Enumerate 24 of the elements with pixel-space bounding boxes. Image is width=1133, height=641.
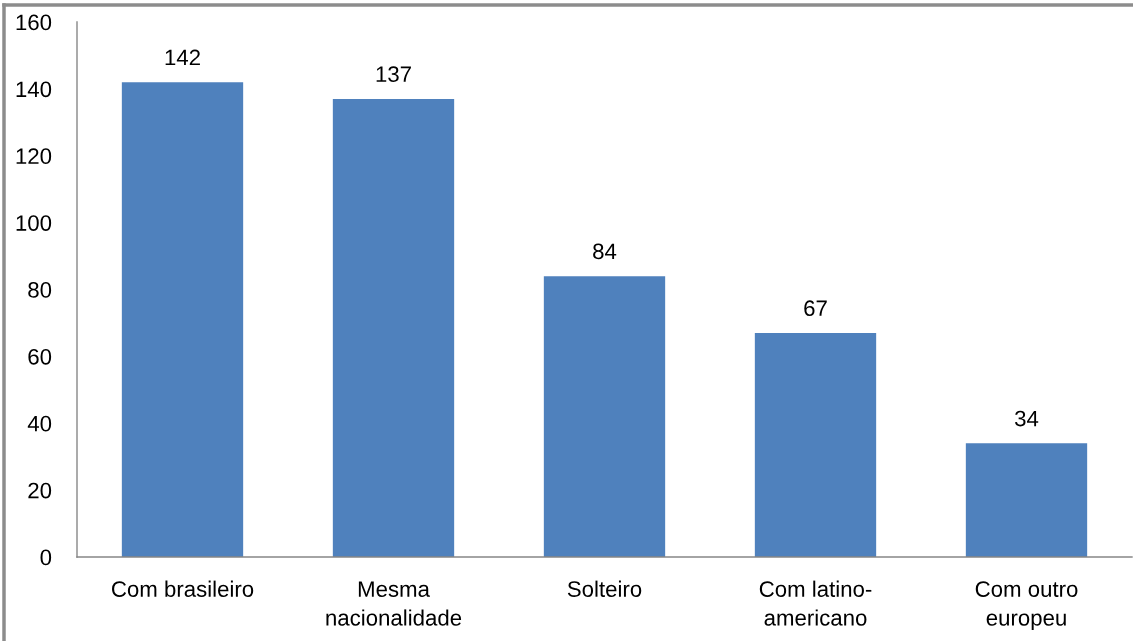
x-tick-label: Com outro europeu xyxy=(975,581,1078,631)
y-tick-label: 60 xyxy=(28,348,52,365)
data-label: 137 xyxy=(376,66,411,83)
y-tick-label: 160 xyxy=(16,14,52,31)
bar xyxy=(121,82,244,557)
bar xyxy=(965,443,1088,557)
y-tick-label: 40 xyxy=(27,415,52,432)
y-tick-label: 120 xyxy=(16,148,52,165)
bar xyxy=(332,98,455,557)
y-tick-label: 100 xyxy=(16,215,52,231)
data-label: 84 xyxy=(593,243,617,260)
x-tick-label: Com latino- americano xyxy=(759,580,872,626)
data-label: 67 xyxy=(804,300,827,317)
data-label: 34 xyxy=(1014,410,1039,427)
y-tick-label: 140 xyxy=(16,81,52,98)
y-tick-label: 80 xyxy=(28,282,52,298)
bar xyxy=(754,332,877,557)
x-tick-label: Com brasileiro xyxy=(112,580,254,597)
bar xyxy=(543,276,666,557)
x-tick-label: Mesma nacionalidade xyxy=(326,581,462,626)
x-tick-label: Solteiro xyxy=(567,580,642,597)
y-tick-label: 20 xyxy=(28,482,52,499)
y-tick-label: 0 xyxy=(40,549,52,566)
data-label: 142 xyxy=(165,49,200,66)
